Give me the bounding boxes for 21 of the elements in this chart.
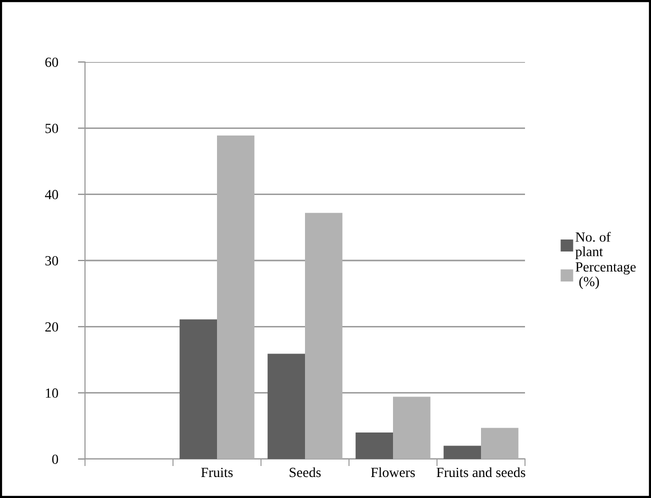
y-tick-label: 30: [45, 256, 58, 266]
bar: [217, 135, 254, 459]
legend-label: No. of plant: [575, 232, 611, 260]
y-tick-label: 20: [45, 322, 58, 332]
x-tick-label: Flowers: [371, 467, 415, 478]
bar: [444, 446, 481, 459]
x-tick-label: Fruits: [201, 468, 233, 478]
bar: [268, 354, 305, 459]
bar: [180, 319, 217, 459]
bar: [481, 428, 518, 459]
bar: [356, 432, 393, 459]
x-tick-label: Fruits and seeds: [436, 467, 526, 478]
y-tick-label: 50: [46, 124, 58, 134]
y-tick-label: 0: [52, 454, 58, 464]
bar: [393, 396, 430, 459]
y-tick-label: 40: [44, 190, 58, 200]
x-tick-label: Seeds: [290, 467, 321, 478]
y-tick-label: 10: [46, 388, 58, 398]
bar: [305, 212, 342, 459]
y-tick-label: 60: [45, 58, 58, 67]
legend-label: Percentage (%): [576, 262, 636, 290]
